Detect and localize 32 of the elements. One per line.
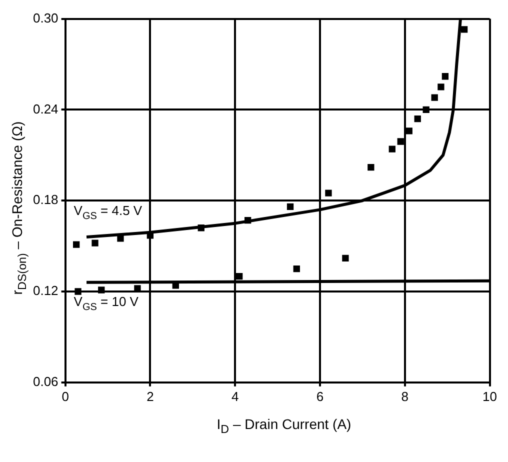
x-tick-label: 0 <box>62 388 69 404</box>
point <box>98 286 105 294</box>
y-tick-label: 0.06 <box>32 374 58 389</box>
point <box>442 73 449 80</box>
point <box>406 128 412 134</box>
point <box>117 235 124 242</box>
y-tick-label: 0.30 <box>32 10 58 26</box>
point <box>293 265 300 272</box>
point <box>431 94 438 101</box>
point <box>325 190 332 196</box>
y-tick-label: 0.18 <box>32 192 58 208</box>
x-tick-label: 2 <box>146 388 154 404</box>
x-axis-title: I$_{D}$ – Drain Current (A) <box>216 416 352 436</box>
y-tick-label: 0.12 <box>32 283 58 298</box>
x-tick-label: 10 <box>482 388 498 404</box>
point <box>388 146 396 152</box>
point <box>74 288 82 295</box>
y-tick-label: 0.24 <box>32 101 58 116</box>
point <box>286 203 294 210</box>
point <box>422 106 430 114</box>
x-tick-label: 4 <box>231 388 239 404</box>
point <box>368 164 374 171</box>
x-tick-label: 8 <box>401 388 408 404</box>
point <box>397 138 404 145</box>
point <box>92 240 98 246</box>
point <box>342 254 349 262</box>
x-tick-label: 6 <box>316 388 324 404</box>
point <box>73 241 80 248</box>
point <box>414 115 421 122</box>
point <box>460 26 468 33</box>
point <box>236 273 243 280</box>
point <box>438 84 444 90</box>
